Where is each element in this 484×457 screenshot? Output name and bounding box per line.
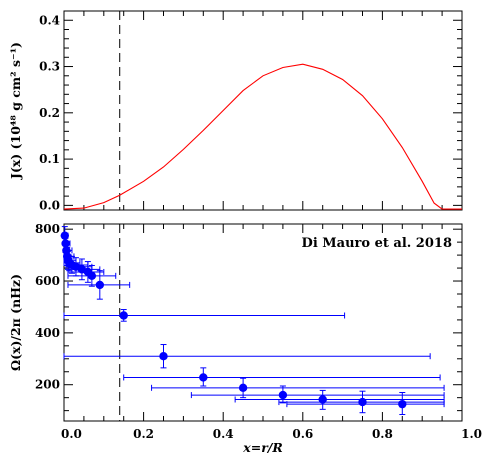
legend-di-mauro-2018: Di Mauro et al. 2018 xyxy=(302,236,452,251)
j-profile-curve xyxy=(63,63,462,210)
bottom-plot-frame xyxy=(63,223,463,422)
bottom-y-tick-label: 600 xyxy=(35,274,60,288)
data-point xyxy=(278,390,445,414)
bottom-y-tick-label: 200 xyxy=(35,378,60,392)
top-plot-frame xyxy=(63,10,463,211)
x-tick-label: 0.4 xyxy=(213,427,234,441)
data-marker xyxy=(278,390,288,400)
x-axis-title: x=r/R xyxy=(242,440,282,455)
bottom-y-tick-label: 800 xyxy=(35,222,60,236)
x-tick-label: 0.6 xyxy=(292,427,313,441)
data-point xyxy=(286,391,445,416)
data-point xyxy=(123,367,441,387)
data-point xyxy=(234,389,445,410)
top-axis-ticks xyxy=(63,11,463,210)
angular-momentum-panel: 0.0 0.1 0.2 0.3 0.4 J(x) (10⁴⁸ g cm² s⁻¹) xyxy=(8,10,463,212)
data-marker xyxy=(238,383,248,393)
bottom-y-axis-title: Ω(x)/2π (nHz) xyxy=(8,274,23,371)
bottom-y-tick-labels: 200 400 600 800 xyxy=(35,222,60,392)
rotation-data-points xyxy=(60,226,445,416)
rotation-rate-panel: 200 400 600 800 0.0 0.2 0.4 0.6 0.8 1.0 Di Mauro… xyxy=(8,222,482,455)
x-tick-label: 0.2 xyxy=(133,427,154,441)
data-marker xyxy=(358,397,367,407)
data-marker xyxy=(199,373,208,382)
data-point xyxy=(190,385,445,404)
data-point xyxy=(67,270,131,300)
top-y-tick-label: 0.1 xyxy=(39,152,60,166)
data-marker xyxy=(159,351,168,361)
data-point xyxy=(151,377,445,399)
top-y-tick-label: 0.4 xyxy=(39,13,60,27)
x-tick-label: 1.0 xyxy=(461,427,482,441)
data-point xyxy=(67,264,117,287)
data-marker xyxy=(398,399,407,409)
data-point xyxy=(63,309,346,322)
top-y-tick-label: 0.0 xyxy=(39,198,60,212)
x-tick-labels: 0.0 0.2 0.4 0.6 0.8 1.0 xyxy=(61,427,482,441)
x-tick-label: 0.0 xyxy=(61,427,82,441)
data-marker xyxy=(60,231,69,240)
top-y-tick-label: 0.3 xyxy=(39,60,60,74)
top-y-tick-labels: 0.0 0.1 0.2 0.3 0.4 xyxy=(39,13,60,212)
bottom-y-tick-label: 400 xyxy=(35,326,60,340)
bottom-axis-ticks xyxy=(63,224,463,421)
data-marker xyxy=(87,271,97,281)
top-y-axis-title: J(x) (10⁴⁸ g cm² s⁻¹) xyxy=(8,42,23,180)
data-marker xyxy=(119,311,128,320)
data-marker xyxy=(95,280,105,290)
x-tick-label: 0.8 xyxy=(372,427,393,441)
data-point xyxy=(63,344,431,369)
top-y-tick-label: 0.2 xyxy=(39,106,60,120)
